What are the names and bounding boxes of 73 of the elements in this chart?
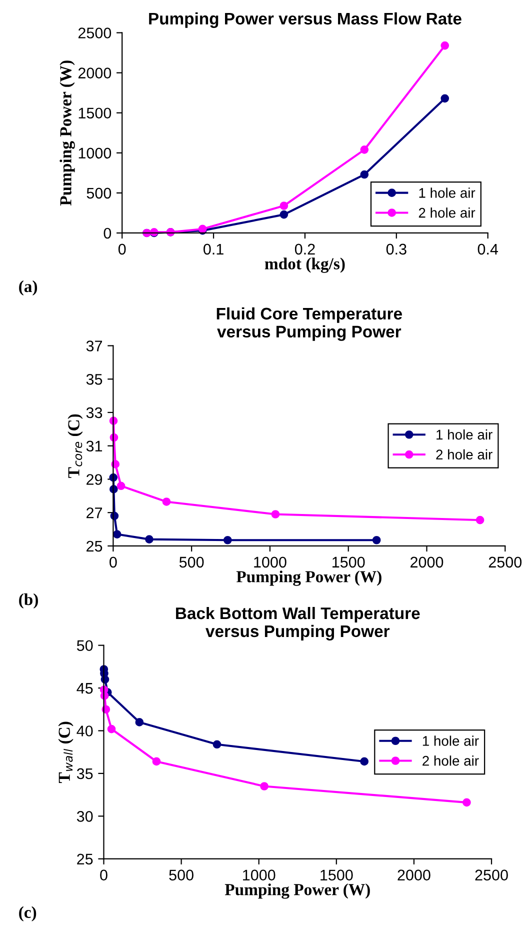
x-axis-title: Pumping Power (W) <box>236 570 382 586</box>
point <box>145 535 154 544</box>
y-tick-label: 30 <box>76 811 93 822</box>
x-tick-label: 1000 <box>254 556 286 568</box>
x-tick-label: 0 <box>118 244 126 255</box>
point <box>152 757 161 766</box>
chart-title: Back Bottom Wall Temperature versus Pumping Power <box>176 606 420 641</box>
point <box>116 482 126 490</box>
y-tick-label: 33 <box>86 407 102 418</box>
y-tick-label: 0 <box>104 228 112 239</box>
y-axis-title: T$_{wall}$ (C) <box>58 722 74 783</box>
point <box>260 782 268 790</box>
legend-label: 2 hole air <box>422 756 479 766</box>
x-tick-label: 2500 <box>475 870 508 880</box>
x-tick-label: 2500 <box>488 556 522 568</box>
x-tick-label: 0.2 <box>294 244 315 255</box>
point <box>372 536 381 544</box>
point <box>280 202 288 210</box>
point <box>112 530 122 538</box>
point <box>223 536 232 544</box>
point <box>135 718 144 726</box>
y-tick-label: 1500 <box>78 108 112 119</box>
point <box>107 724 116 734</box>
x-tick-label: 500 <box>179 556 204 568</box>
point <box>476 516 484 524</box>
x-axis-title: Pumping Power (W) <box>224 884 370 899</box>
point <box>271 510 280 518</box>
chart-title: Fluid Core Temperature versus Pumping Power <box>216 307 402 341</box>
legend-label: 2 hole air <box>418 208 476 218</box>
y-tick-label: 40 <box>76 726 93 736</box>
y-tick-label: 50 <box>76 640 93 652</box>
y-tick-label: 27 <box>86 507 102 518</box>
text: (c) <box>19 906 36 922</box>
x-axis-title: mdot (kg/s) <box>264 258 345 273</box>
point <box>360 146 369 154</box>
chart-title: Pumping Power versus Mass Flow Rate <box>149 12 462 28</box>
legend-label: 1 hole air <box>436 429 492 440</box>
y-tick-label: 500 <box>86 188 112 199</box>
point <box>360 757 368 766</box>
point <box>280 210 288 219</box>
y-tick-label: 2000 <box>78 68 112 78</box>
point <box>162 498 171 506</box>
x-tick-label: 0.1 <box>204 244 224 255</box>
point <box>212 740 222 749</box>
y-tick-label: 45 <box>76 683 93 694</box>
y-tick-label: 35 <box>76 768 93 780</box>
y-tick-label: 29 <box>86 474 102 485</box>
x-tick-label: 0.3 <box>386 244 406 255</box>
point <box>440 94 450 103</box>
point <box>360 170 369 179</box>
y-tick-label: 37 <box>86 340 102 352</box>
x-tick-label: 1000 <box>243 870 276 880</box>
y-axis-title: Pumping Power (W) <box>60 60 75 206</box>
y-tick-label: 25 <box>86 540 102 552</box>
point <box>440 41 450 50</box>
x-tick-label: 1500 <box>332 556 365 568</box>
y-tick-label: 1000 <box>78 148 112 159</box>
point <box>462 798 471 807</box>
y-tick-label: 31 <box>86 440 102 452</box>
x-tick-label: 2000 <box>410 556 444 568</box>
x-tick-label: 500 <box>169 870 194 880</box>
y-axis-title: T$_{core}$ (C) <box>68 414 83 478</box>
y-tick-label: 2500 <box>78 28 112 38</box>
legend-label: 1 hole air <box>422 736 479 746</box>
y-tick-label: 25 <box>77 854 93 865</box>
y-tick-label: 35 <box>86 374 102 385</box>
x-tick-label: 0.4 <box>478 244 498 255</box>
text: (a) <box>19 280 38 296</box>
legend-label: 2 hole air <box>436 449 492 460</box>
x-tick-label: 2000 <box>398 870 430 880</box>
legend-label: 1 hole air <box>419 188 476 198</box>
text: (b) <box>19 593 38 609</box>
x-tick-label: 1500 <box>320 870 353 880</box>
